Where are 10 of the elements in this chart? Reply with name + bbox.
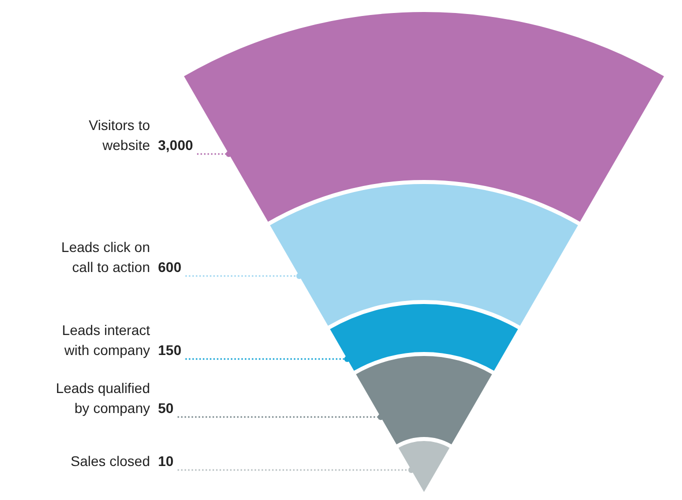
data-label: 150 [158,342,182,358]
data-label: 3,000 [158,137,194,153]
data-label: 10 [158,453,174,469]
category-label: Leads interact with company [62,322,150,358]
category-label: Sales closed [70,453,150,469]
category-label: Leads qualified by company [56,380,150,416]
category-label: Visitors to website [88,117,150,153]
category-label: Leads click on call to action [61,239,150,275]
data-label: 600 [158,259,182,275]
data-label: 50 [158,400,174,416]
